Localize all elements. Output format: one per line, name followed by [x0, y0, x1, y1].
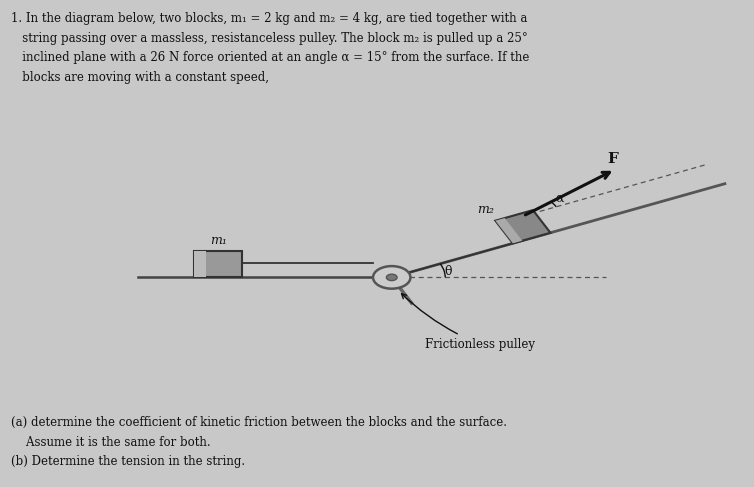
- Text: m₁: m₁: [210, 234, 227, 247]
- Text: inclined plane with a 26 N force oriented at an angle α = 15° from the surface. : inclined plane with a 26 N force oriente…: [11, 51, 529, 64]
- Text: (b) Determine the tension in the string.: (b) Determine the tension in the string.: [11, 455, 246, 468]
- Text: string passing over a massless, resistanceless pulley. The block m₂ is pulled up: string passing over a massless, resistan…: [11, 32, 528, 45]
- Polygon shape: [495, 218, 523, 244]
- FancyBboxPatch shape: [194, 251, 206, 278]
- Text: Frictionless pulley: Frictionless pulley: [402, 294, 535, 351]
- Text: Assume it is the same for both.: Assume it is the same for both.: [11, 436, 211, 449]
- FancyBboxPatch shape: [194, 251, 242, 278]
- Text: blocks are moving with a constant speed,: blocks are moving with a constant speed,: [11, 71, 269, 84]
- Text: (a) determine the coefficient of kinetic friction between the blocks and the sur: (a) determine the coefficient of kinetic…: [11, 416, 507, 430]
- Text: θ: θ: [444, 265, 452, 278]
- Polygon shape: [495, 210, 550, 244]
- Text: α: α: [556, 192, 564, 205]
- Text: m₂: m₂: [477, 204, 495, 216]
- Text: F: F: [607, 152, 618, 167]
- Text: 1. In the diagram below, two blocks, m₁ = 2 kg and m₂ = 4 kg, are tied together : 1. In the diagram below, two blocks, m₁ …: [11, 12, 528, 25]
- Circle shape: [386, 274, 397, 281]
- Circle shape: [373, 266, 410, 289]
